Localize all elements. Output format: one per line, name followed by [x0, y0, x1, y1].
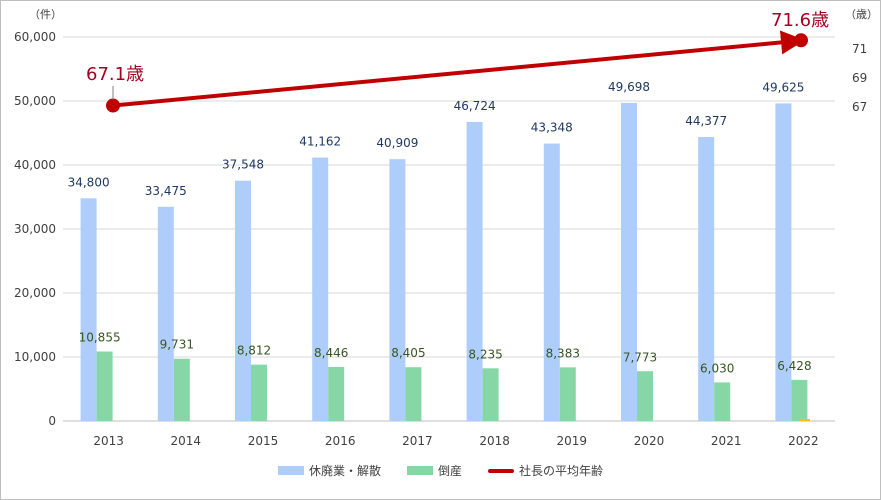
data-label-closures: 37,548: [222, 158, 264, 172]
bar-closures: [466, 121, 483, 421]
right-tick-label: 69: [852, 71, 867, 85]
legend-label-bankruptcy: 倒産: [437, 464, 462, 478]
bar-closures: [389, 159, 406, 421]
bar-bankruptcy: [328, 366, 345, 421]
bar-bankruptcy: [251, 364, 267, 421]
legend-swatch-bankruptcy: [406, 466, 433, 475]
data-label-bankruptcy: 8,383: [546, 346, 580, 360]
bar-bankruptcy: [405, 367, 422, 421]
data-label-closures: 49,625: [762, 80, 804, 94]
bar-closures: [775, 103, 792, 422]
ceo-age-label: 67.1歳: [86, 64, 144, 85]
right-tick-label: 71: [852, 42, 867, 56]
bar-bankruptcy: [173, 358, 190, 421]
bar-bankruptcy: [714, 382, 731, 421]
legend-swatch-closures: [277, 466, 304, 475]
legend-item-ceo-age: 社長の平均年齢: [488, 462, 603, 479]
data-label-bankruptcy: 7,773: [623, 350, 657, 364]
x-tick-label: 2021: [711, 434, 742, 448]
x-tick-label: 2015: [248, 434, 279, 448]
x-tick-label: 2017: [402, 434, 433, 448]
bar-closures: [312, 157, 329, 421]
data-label-bankruptcy: 8,812: [237, 344, 271, 358]
data-label-bankruptcy: 6,030: [700, 361, 734, 375]
data-label-closures: 34,800: [68, 175, 110, 189]
x-tick-label: 2016: [325, 434, 356, 448]
bar-closures: [698, 136, 715, 422]
y-tick-label: 50,000: [14, 94, 56, 108]
right-tick-label: 67: [852, 100, 867, 114]
data-label-closures: 49,698: [608, 80, 650, 94]
data-label-closures: 43,348: [531, 121, 573, 135]
ceo-age-label: 71.6歳: [771, 10, 829, 31]
y-tick-label: 60,000: [14, 30, 56, 44]
bar-bankruptcy: [96, 351, 113, 421]
legend-swatch-ceo-age: [488, 468, 514, 473]
legend-label-closures: 休廃業・解散: [308, 464, 381, 478]
bar-bankruptcy: [637, 371, 653, 421]
data-label-closures: 40,909: [376, 136, 418, 150]
y-tick-label: 10,000: [14, 350, 56, 364]
x-tick-label: 2014: [171, 434, 202, 448]
left-axis-unit: （件）: [29, 8, 62, 21]
x-tick-label: 2013: [93, 434, 124, 448]
x-tick-label: 2019: [557, 434, 588, 448]
x-tick-label: 2020: [634, 434, 665, 448]
y-tick-label: 30,000: [14, 222, 56, 236]
right-axis-unit: （歳）: [845, 8, 878, 21]
bar-closures: [621, 102, 637, 421]
x-tick-label: 2018: [479, 434, 510, 448]
legend-item-bankruptcy: 倒産: [406, 462, 462, 479]
x-tick-label: 2022: [788, 434, 819, 448]
legend: 休廃業・解散 倒産 社長の平均年齢: [0, 462, 881, 479]
data-label-closures: 41,162: [299, 135, 341, 149]
bar-closures: [543, 143, 560, 421]
y-tick-label: 0: [48, 414, 56, 428]
bar-closures: [157, 206, 174, 421]
data-label-closures: 44,377: [685, 114, 727, 128]
bar-bankruptcy: [482, 368, 499, 421]
data-label-bankruptcy: 6,428: [777, 359, 811, 373]
data-label-closures: 33,475: [145, 184, 187, 198]
data-label-bankruptcy: 10,855: [79, 331, 121, 345]
bar-bankruptcy: [791, 379, 808, 421]
data-label-closures: 46,724: [454, 99, 496, 113]
data-label-bankruptcy: 8,446: [314, 346, 348, 360]
data-label-bankruptcy: 9,731: [160, 338, 194, 352]
ceo-age-point: [106, 98, 120, 113]
bar-closures: [235, 180, 251, 421]
y-tick-label: 40,000: [14, 158, 56, 172]
y-tick-label: 20,000: [14, 286, 56, 300]
bar-bankruptcy: [559, 367, 576, 421]
data-label-bankruptcy: 8,405: [391, 346, 425, 360]
legend-item-closures: 休廃業・解散: [277, 462, 381, 479]
ceo-age-line: [112, 30, 805, 108]
bar-closures: [80, 198, 97, 421]
data-label-bankruptcy: 8,235: [468, 347, 502, 361]
legend-label-ceo-age: 社長の平均年齢: [519, 464, 604, 478]
ceo-age-point: [794, 33, 808, 48]
